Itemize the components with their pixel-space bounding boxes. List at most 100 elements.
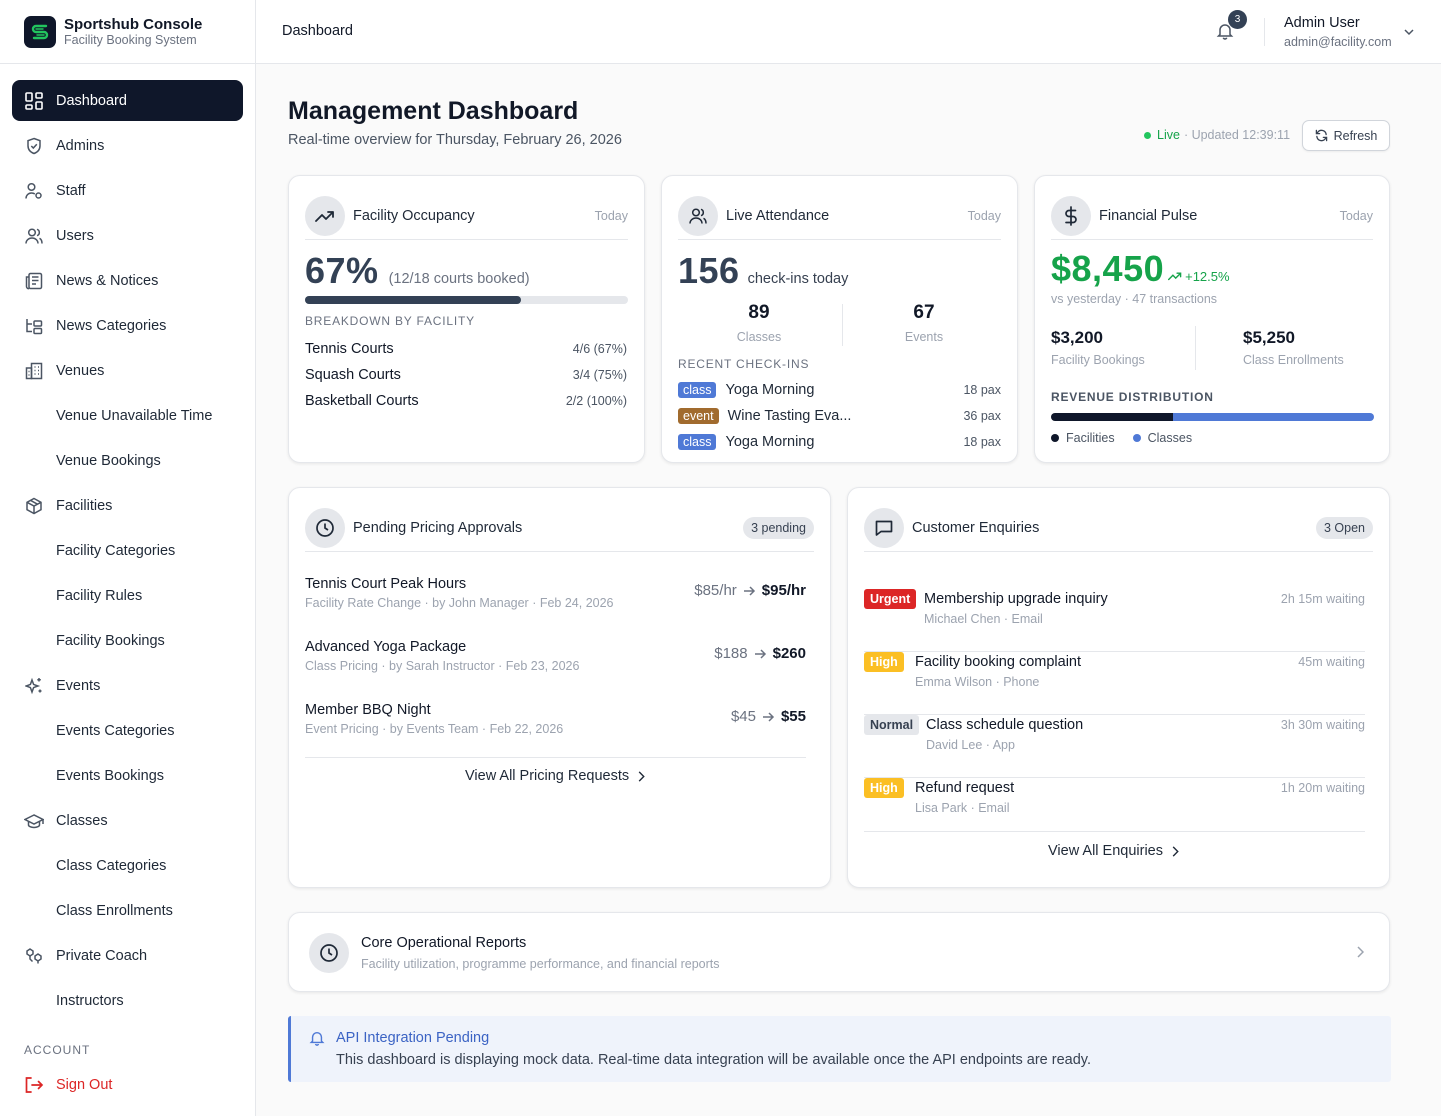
classes-count: 89 <box>748 302 770 323</box>
brand[interactable]: Sportshub Console Facility Booking Syste… <box>0 0 255 64</box>
enquiry-title: Refund request <box>915 780 1015 796</box>
staff-icon <box>24 181 44 201</box>
sidebar-item-users[interactable]: Users <box>12 215 243 256</box>
enquiry-content: Class schedule question David Lee · App <box>926 715 1083 755</box>
clock-icon <box>305 507 345 548</box>
card-period: Today <box>1339 208 1373 223</box>
pricing-request-row[interactable]: Member BBQ Night Event Pricing · by Even… <box>305 700 806 758</box>
sidebar-item-staff[interactable]: Staff <box>12 170 243 211</box>
sidebar-item-label: Admins <box>56 137 105 154</box>
sidebar-item-news-categories[interactable]: News Categories <box>12 305 243 346</box>
list-item: Squash Courts 3/4 (75%) <box>305 362 627 388</box>
sidebar-item-class-enrollments[interactable]: Class Enrollments <box>12 890 243 931</box>
sidebar-item-label: Venue Unavailable Time <box>56 407 213 424</box>
sidebar-item-venue-unavailable-time[interactable]: Venue Unavailable Time <box>12 395 243 436</box>
enquiry-row[interactable]: Normal Class schedule question David Lee… <box>864 715 1365 778</box>
revenue-legend: Facilities Classes <box>1051 431 1192 445</box>
sidebar-item-admins[interactable]: Admins <box>12 125 243 166</box>
sidebar-item-events-categories[interactable]: Events Categories <box>12 710 243 751</box>
enquiry-row[interactable]: High Refund request Lisa Park · Email 1h… <box>864 778 1365 832</box>
request-title: Tennis Court Peak Hours <box>305 576 467 592</box>
priority-badge: Normal <box>864 715 920 735</box>
core-reports-card[interactable]: Core Operational Reports Facility utiliz… <box>288 912 1390 992</box>
sidebar-item-news-notices[interactable]: News & Notices <box>12 260 243 301</box>
pricing-request-row[interactable]: Tennis Court Peak Hours Facility Rate Ch… <box>305 574 806 637</box>
facilities-legend-dot <box>1051 434 1059 442</box>
notifications-button[interactable] <box>1216 22 1234 40</box>
class-revenue-value: $5,250 <box>1243 328 1295 347</box>
brand-subtitle: Facility Booking System <box>64 32 197 47</box>
refresh-button[interactable]: Refresh <box>1302 120 1390 151</box>
enquiry-meta: David Lee · App <box>926 738 1015 752</box>
sidebar-item-facility-bookings[interactable]: Facility Bookings <box>12 620 243 661</box>
sidebar-item-label: Staff <box>56 182 86 199</box>
sidebar-item-facility-categories[interactable]: Facility Categories <box>12 530 243 571</box>
sidebar-item-facility-rules[interactable]: Facility Rules <box>12 575 243 616</box>
revenue-distribution-bar <box>1051 413 1374 421</box>
divider <box>1195 326 1196 370</box>
arrow-right-icon <box>756 711 775 723</box>
reports-subtitle: Facility utilization, programme performa… <box>361 957 720 971</box>
enquiry-title: Class schedule question <box>926 717 1084 733</box>
trending-up-icon <box>1168 271 1182 281</box>
pricing-request-row[interactable]: Advanced Yoga Package Class Pricing · by… <box>305 637 806 700</box>
sidebar-item-facilities[interactable]: Facilities <box>12 485 243 526</box>
list-item: class Yoga Morning 18 pax <box>678 377 1001 403</box>
sidebar-item-events-bookings[interactable]: Events Bookings <box>12 755 243 796</box>
sidebar-item-private-coach[interactable]: Private Coach <box>12 935 243 976</box>
request-title: Advanced Yoga Package <box>305 639 467 655</box>
sidebar-item-classes[interactable]: Classes <box>12 800 243 841</box>
sidebar-item-venues[interactable]: Venues <box>12 350 243 391</box>
sidebar-item-dashboard[interactable]: Dashboard <box>12 80 243 121</box>
view-all-enquiries-link[interactable]: View All Enquiries <box>1048 843 1179 859</box>
view-all-pricing-link[interactable]: View All Pricing Requests <box>465 768 645 784</box>
chevron-down-icon[interactable] <box>1402 25 1416 39</box>
dashboard-icon <box>24 91 44 111</box>
enquiry-content: Refund request Lisa Park · Email <box>915 778 1014 818</box>
sign-out-button[interactable]: Sign Out <box>24 1076 112 1094</box>
bell-icon <box>1216 22 1234 40</box>
card-header: Financial Pulse Today <box>1051 192 1373 240</box>
checkin-type-badge: class <box>678 434 717 450</box>
revenue-change: +12.5% <box>1168 268 1230 284</box>
clock-icon <box>309 933 349 973</box>
revenue-change-value: +12.5% <box>1185 268 1230 284</box>
users-icon <box>678 195 718 236</box>
sidebar-item-class-categories[interactable]: Class Categories <box>12 845 243 886</box>
enquiry-row[interactable]: Urgent Membership upgrade inquiry Michae… <box>864 589 1365 652</box>
logo-icon <box>24 15 56 48</box>
sidebar-item-events[interactable]: Events <box>12 665 243 706</box>
facility-value: 3/4 (75%) <box>572 368 627 382</box>
card-header: Pending Pricing Approvals 3 pending <box>305 504 814 552</box>
enquiry-content: Membership upgrade inquiry Michael Chen … <box>924 589 1108 629</box>
chevron-right-icon <box>1163 845 1179 857</box>
sidebar-item-label: Dashboard <box>56 92 127 109</box>
notice-text: This dashboard is displaying mock data. … <box>336 1052 1091 1068</box>
revenue-value: $8,450 <box>1051 248 1165 289</box>
price-change: $45 $55 <box>731 708 806 725</box>
live-dot-icon <box>1144 131 1151 139</box>
facilities-legend-label: Facilities <box>1066 431 1115 445</box>
sidebar-item-label: Venue Bookings <box>56 452 161 469</box>
user-menu[interactable]: Admin User admin@facility.com <box>1284 14 1392 52</box>
sidebar-item-venue-bookings[interactable]: Venue Bookings <box>12 440 243 481</box>
sidebar: Sportshub Console Facility Booking Syste… <box>0 0 256 1116</box>
facility-occupancy-card: Facility Occupancy Today 67% (12/18 cour… <box>288 175 645 463</box>
sidebar-item-label: Events Bookings <box>56 767 165 784</box>
shield-icon <box>24 136 44 156</box>
page-title: Management Dashboard <box>288 97 579 125</box>
old-price: $188 <box>714 645 748 662</box>
checkin-name: Yoga Morning <box>725 434 815 450</box>
revenue-detail: vs yesterday · 47 transactions <box>1051 292 1218 306</box>
facility-revenue-stat: $3,200 Facility Bookings <box>1051 328 1145 367</box>
breadcrumb: Dashboard <box>282 23 353 39</box>
sidebar-item-instructors[interactable]: Instructors <box>12 980 243 1021</box>
facility-value: 2/2 (100%) <box>565 394 627 408</box>
list-item: event Wine Tasting Eva... 36 pax <box>678 403 1001 429</box>
enquiry-row[interactable]: High Facility booking complaint Emma Wil… <box>864 652 1365 715</box>
sidebar-item-label: Private Coach <box>56 947 148 964</box>
sidebar-item-label: Events Categories <box>56 722 175 739</box>
live-attendance-card: Live Attendance Today 156 check-ins toda… <box>661 175 1018 463</box>
coach-icon <box>24 946 44 966</box>
price-change: $85/hr $95/hr <box>694 582 806 599</box>
